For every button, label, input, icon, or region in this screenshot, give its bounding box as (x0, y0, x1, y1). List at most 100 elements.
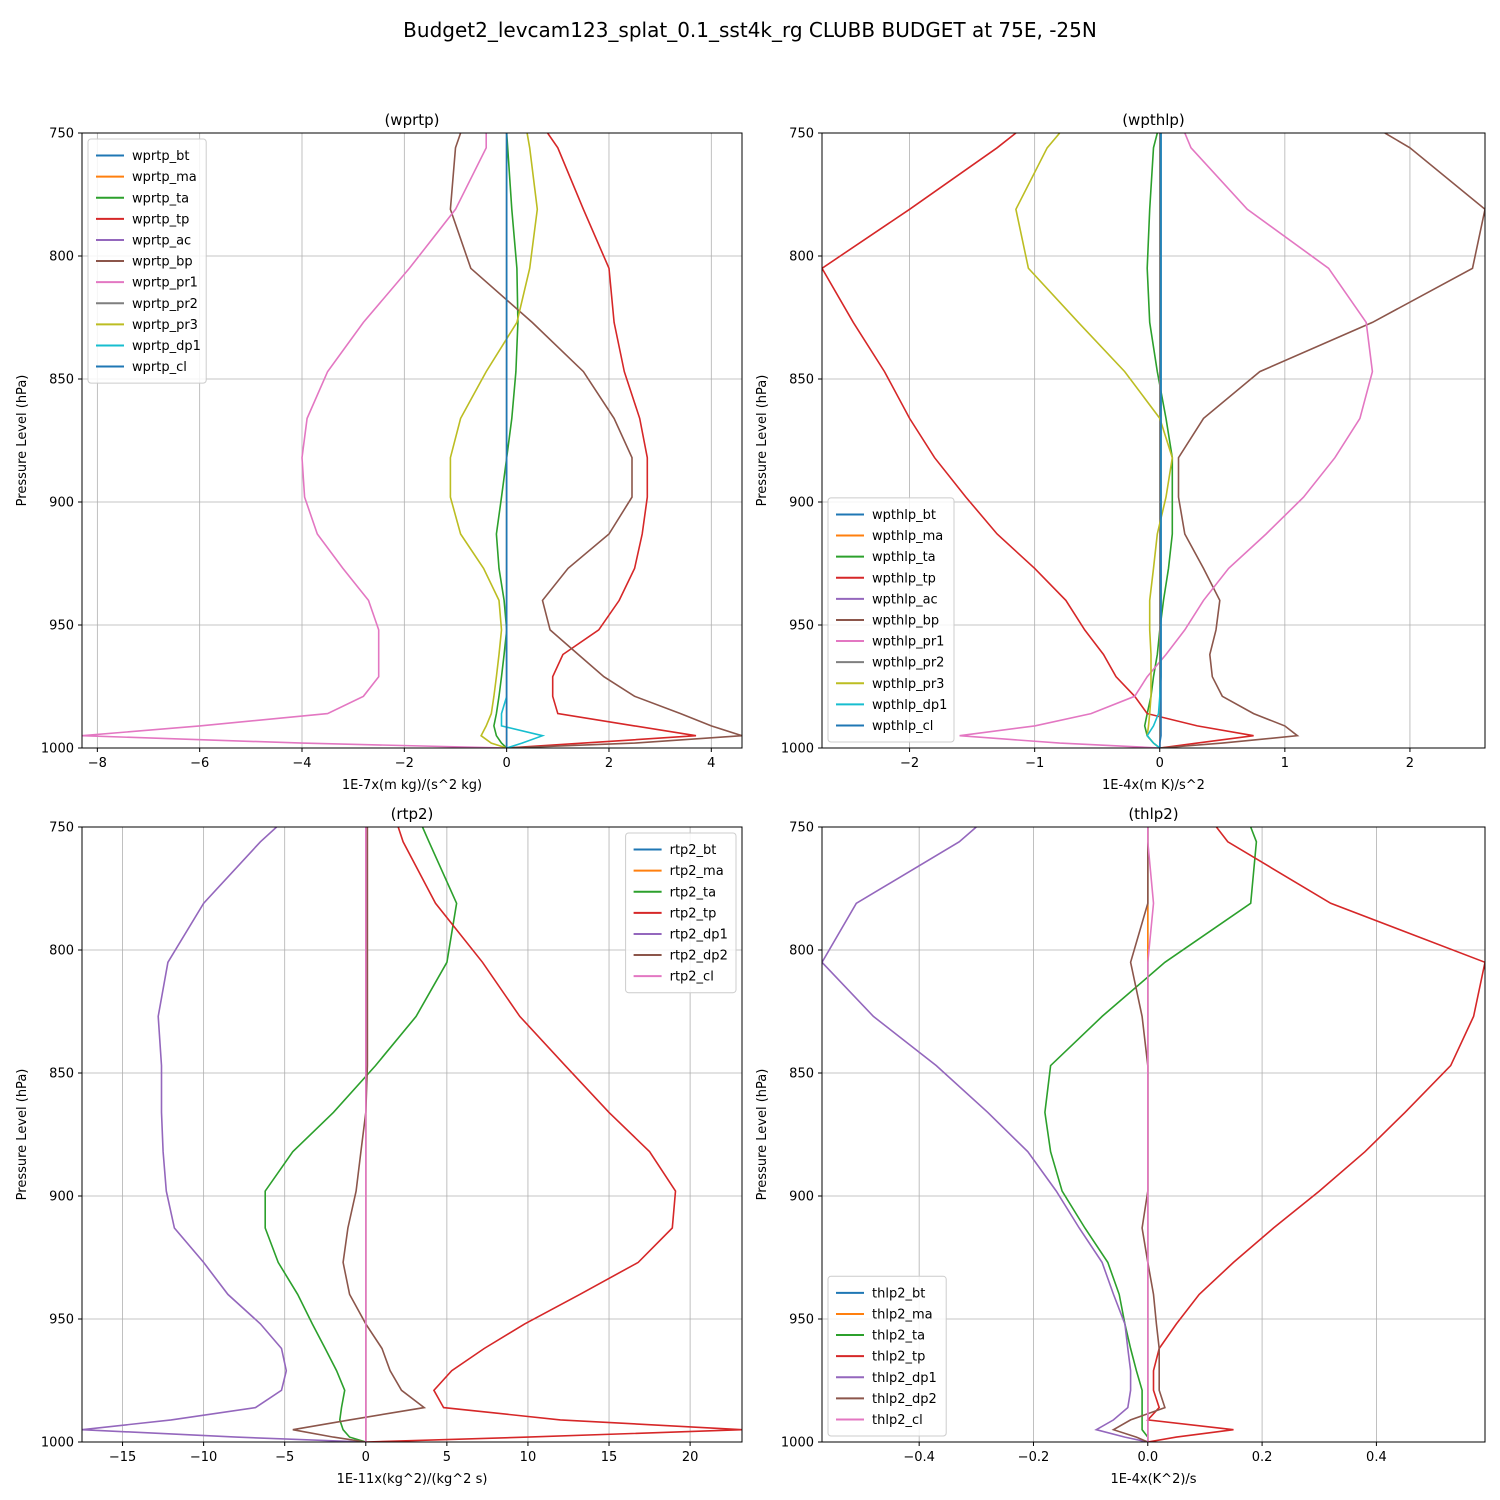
series-line-thlp2_tp (1146, 827, 1485, 1442)
y-tick-label: 900 (789, 496, 814, 511)
x-tick-label: −8 (88, 756, 107, 771)
panel-3: −0.4 −0.2 0.0 0.2 0.4 750 800 850 900 950 1000 (thl… (755, 805, 1486, 1487)
y-tick-label: 750 (49, 127, 74, 142)
legend-label: thlp2_dp1 (872, 1371, 937, 1386)
x-tick-label: 10 (520, 1450, 537, 1465)
legend-label: wpthlp_pr3 (872, 677, 944, 692)
x-tick-label: −10 (190, 1450, 217, 1465)
figure-title: Budget2_levcam123_splat_0.1_sst4k_rg CLU… (403, 18, 1097, 42)
series-line-thlp2_cl (1147, 827, 1155, 1442)
legend-label: wpthlp_ma (872, 529, 943, 544)
series-line-rtp2_tp (365, 827, 742, 1442)
y-tick-label: 900 (49, 496, 74, 511)
series-line-wpthlp_tp (822, 133, 1254, 748)
series-line-thlp2_dp1 (822, 827, 1148, 1442)
legend-label: thlp2_bt (872, 1286, 925, 1301)
x-tick-label: 20 (682, 1450, 699, 1465)
series-line-rtp2_ta (264, 827, 458, 1442)
x-tick-label: −15 (109, 1450, 136, 1465)
series-line-thlp2_dp2 (1111, 827, 1166, 1442)
y-tick-label: 1000 (781, 1436, 814, 1451)
y-tick-label: 800 (49, 944, 74, 959)
series-line-rtp2_dp1 (82, 827, 366, 1442)
series-line-wprtp_pr1 (82, 133, 507, 748)
legend-label: wprtp_pr1 (132, 276, 198, 291)
legend: wprtp_bt wprtp_ma wprtp_ta wprtp_tp wprtp_ac… (87, 138, 207, 384)
x-tick-label: −2 (395, 756, 414, 771)
x-axis-label: 1E-7x(m kg)/(s^2 kg) (342, 778, 482, 793)
legend-label: wpthlp_pr2 (872, 656, 944, 671)
legend-label: wprtp_ma (132, 170, 197, 185)
legend-label: wprtp_pr2 (132, 297, 198, 312)
legend-label: wpthlp_ta (872, 550, 936, 565)
legend-label: wprtp_ta (132, 191, 189, 206)
legend-label: wprtp_tp (132, 212, 189, 227)
y-tick-label: 1000 (41, 742, 74, 757)
series-line-wprtp_bp (449, 133, 742, 748)
legend-label: wpthlp_pr1 (872, 635, 944, 650)
legend: wpthlp_bt wpthlp_ma wpthlp_ta wpthlp_tpwpth… (827, 497, 955, 743)
x-tick-label: −1 (1025, 756, 1044, 771)
legend-label: wprtp_ac (132, 233, 191, 248)
series-line-rtp2_dp2 (292, 827, 427, 1442)
x-tick-label: −0.4 (903, 1450, 935, 1465)
legend-label: rtp2_dp2 (670, 949, 728, 964)
x-tick-label: 0.2 (1252, 1450, 1273, 1465)
x-tick-label: 0 (1156, 756, 1164, 771)
series-line-thlp2_ta (1044, 827, 1258, 1442)
x-tick-label: 0.4 (1366, 1450, 1387, 1465)
y-tick-label: 900 (789, 1190, 814, 1205)
panel-title: (wpthlp) (1122, 111, 1185, 129)
series-line-wpthlp_bp (1159, 133, 1485, 748)
y-tick-label: 750 (789, 127, 814, 142)
series-line-wprtp_dp1 (500, 133, 546, 748)
series-line-wpthlp_pr1 (959, 133, 1374, 748)
series-line-wprtp_pr3 (449, 133, 539, 748)
x-tick-label: −4 (292, 756, 311, 771)
legend-box (827, 497, 955, 743)
series-line-wprtp_ta (493, 133, 519, 748)
y-tick-label: 800 (789, 250, 814, 265)
legend-label: rtp2_dp1 (670, 927, 728, 942)
legend-label: rtp2_ta (670, 885, 717, 900)
legend-label: thlp2_cl (872, 1413, 923, 1428)
legend-label: thlp2_ma (872, 1307, 933, 1322)
x-tick-label: 2 (1406, 756, 1414, 771)
y-tick-label: 850 (49, 373, 74, 388)
legend-label: wpthlp_bp (872, 613, 939, 628)
legend-label: wprtp_bp (132, 255, 193, 270)
series-line-wprtp_tp (506, 133, 697, 748)
series-line-wpthlp_ta (1143, 133, 1174, 748)
x-axis-label: 1E-11x(kg^2)/(kg^2 s) (337, 1472, 488, 1487)
legend-label: rtp2_ma (670, 864, 724, 879)
x-tick-label: 0.0 (1137, 1450, 1158, 1465)
series-line-wpthlp_pr3 (1015, 133, 1174, 748)
legend-label: rtp2_bt (670, 843, 717, 858)
legend-box (625, 832, 737, 994)
legend-label: thlp2_tp (872, 1350, 925, 1365)
x-tick-label: 4 (707, 756, 715, 771)
x-tick-label: 0 (362, 1450, 370, 1465)
axes-frame (81, 132, 743, 749)
x-tick-label: 5 (443, 1450, 451, 1465)
y-tick-label: 950 (49, 1313, 74, 1328)
series-line-wpthlp_cl (1159, 133, 1162, 748)
panel-title: (thlp2) (1128, 805, 1178, 823)
y-axis-label: Pressure Level (hPa) (755, 1069, 770, 1201)
legend-label: wpthlp_bt (872, 508, 936, 523)
x-axis-label: 1E-4x(m K)/s^2 (1102, 778, 1205, 793)
y-tick-label: 800 (789, 944, 814, 959)
panel-title: (wprtp) (384, 111, 439, 129)
y-axis-label: Pressure Level (hPa) (15, 375, 30, 507)
legend-label: rtp2_tp (670, 906, 717, 921)
axes-frame (81, 826, 743, 1443)
legend: rtp2_bt rtp2_ma rtp2_ta rtp2_tp rtp2_dp1 rtp2… (625, 832, 737, 994)
legend-label: thlp2_ta (872, 1329, 925, 1344)
axes-frame (821, 132, 1486, 749)
y-tick-label: 750 (49, 821, 74, 836)
x-tick-label: 2 (605, 756, 613, 771)
x-tick-label: −0.2 (1018, 1450, 1050, 1465)
y-tick-label: 850 (789, 1067, 814, 1082)
x-axis-label: 1E-4x(K^2)/s (1110, 1472, 1196, 1487)
